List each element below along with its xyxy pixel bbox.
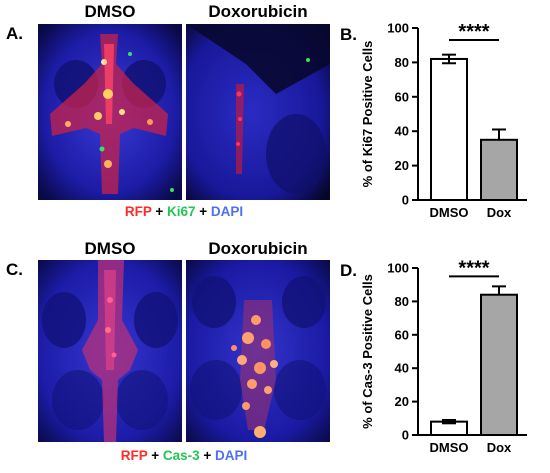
chart-0-y-tick-label: 20 [395, 158, 409, 173]
micrograph-c-dmso [38, 260, 182, 442]
legend-c-cas3: Cas-3 [162, 448, 200, 463]
chart-0-panel-letter: B. [340, 25, 357, 44]
legend-c-plus-1: + [147, 448, 163, 463]
chart-b: B.% of Ki67 Positive Cells 0 20 40 60 80 100 DM… [336, 0, 550, 234]
chart-1-y-tick-label: 0 [402, 428, 409, 443]
chart-1-y-tick-label: 60 [395, 327, 409, 342]
legend-c-dapi: DAPI [215, 448, 248, 463]
legend-a-rfp: RFP [124, 204, 152, 219]
legend-a-dapi: DAPI [210, 204, 244, 219]
chart-1-category-label: DMSO [430, 440, 469, 455]
chart-b-svg: B.% of Ki67 Positive Cells 0 20 40 60 80 100 DM… [340, 21, 527, 220]
header-c-doxorubicin: Doxorubicin [208, 239, 308, 258]
legend-a-ki67: Ki67 [166, 204, 196, 219]
legend-a-plus-1: + [151, 204, 167, 219]
panel-letter-c: C. [6, 260, 23, 279]
header-a-dmso: DMSO [84, 2, 136, 21]
chart-0-y-tick-label: 80 [395, 55, 409, 70]
chart-1-panel-letter: D. [340, 261, 357, 280]
chart-1-y-axis-label: % of Cas-3 Positive Cells [360, 274, 375, 429]
chart-1-significance-label: **** [458, 257, 489, 279]
chart-0-category-label: DMSO [430, 205, 469, 220]
legend-c-plus-2: + [199, 448, 216, 463]
chart-1-y-tick-label: 40 [395, 361, 409, 376]
micrograph-c-doxorubicin [186, 260, 330, 442]
header-a-doxorubicin: Doxorubicin [208, 2, 308, 21]
micrograph-a-doxorubicin [186, 24, 330, 200]
chart-0-y-tick-label: 100 [387, 21, 409, 36]
chart-1-y-tick-label: 20 [395, 394, 409, 409]
chart-0-category-label: Dox [487, 205, 512, 220]
legend-c-rfp: RFP [120, 448, 148, 463]
legend-a-plus-2: + [195, 204, 211, 219]
chart-1-y-tick-label: 100 [387, 261, 409, 276]
panel-letter-a: A. [6, 24, 23, 43]
chart-1-y-tick-label: 80 [395, 294, 409, 309]
legend-a: RFP + Ki67 + DAPI [38, 204, 330, 219]
chart-0-y-tick-label: 0 [402, 193, 409, 208]
chart-1-category-label: Dox [487, 440, 512, 455]
chart-0-y-tick-label: 60 [395, 89, 409, 104]
header-c-dmso: DMSO [84, 239, 136, 258]
chart-0-bar-dox [480, 138, 518, 202]
chart-d-svg: D.% of Cas-3 Positive Cells 0 20 40 60 80 100 D… [340, 257, 527, 455]
legend-c: RFP + Cas-3 + DAPI [38, 448, 330, 463]
chart-d: D.% of Cas-3 Positive Cells 0 20 40 60 80 100 D… [336, 236, 550, 468]
chart-0-significance-label: **** [458, 21, 489, 43]
chart-0-y-tick-label: 40 [395, 124, 409, 139]
chart-1-bar-dox [480, 293, 518, 436]
chart-0-bar-dmso [430, 57, 468, 201]
micrograph-a-dmso [38, 24, 182, 200]
chart-0-y-axis-label: % of Ki67 Positive Cells [360, 41, 375, 188]
